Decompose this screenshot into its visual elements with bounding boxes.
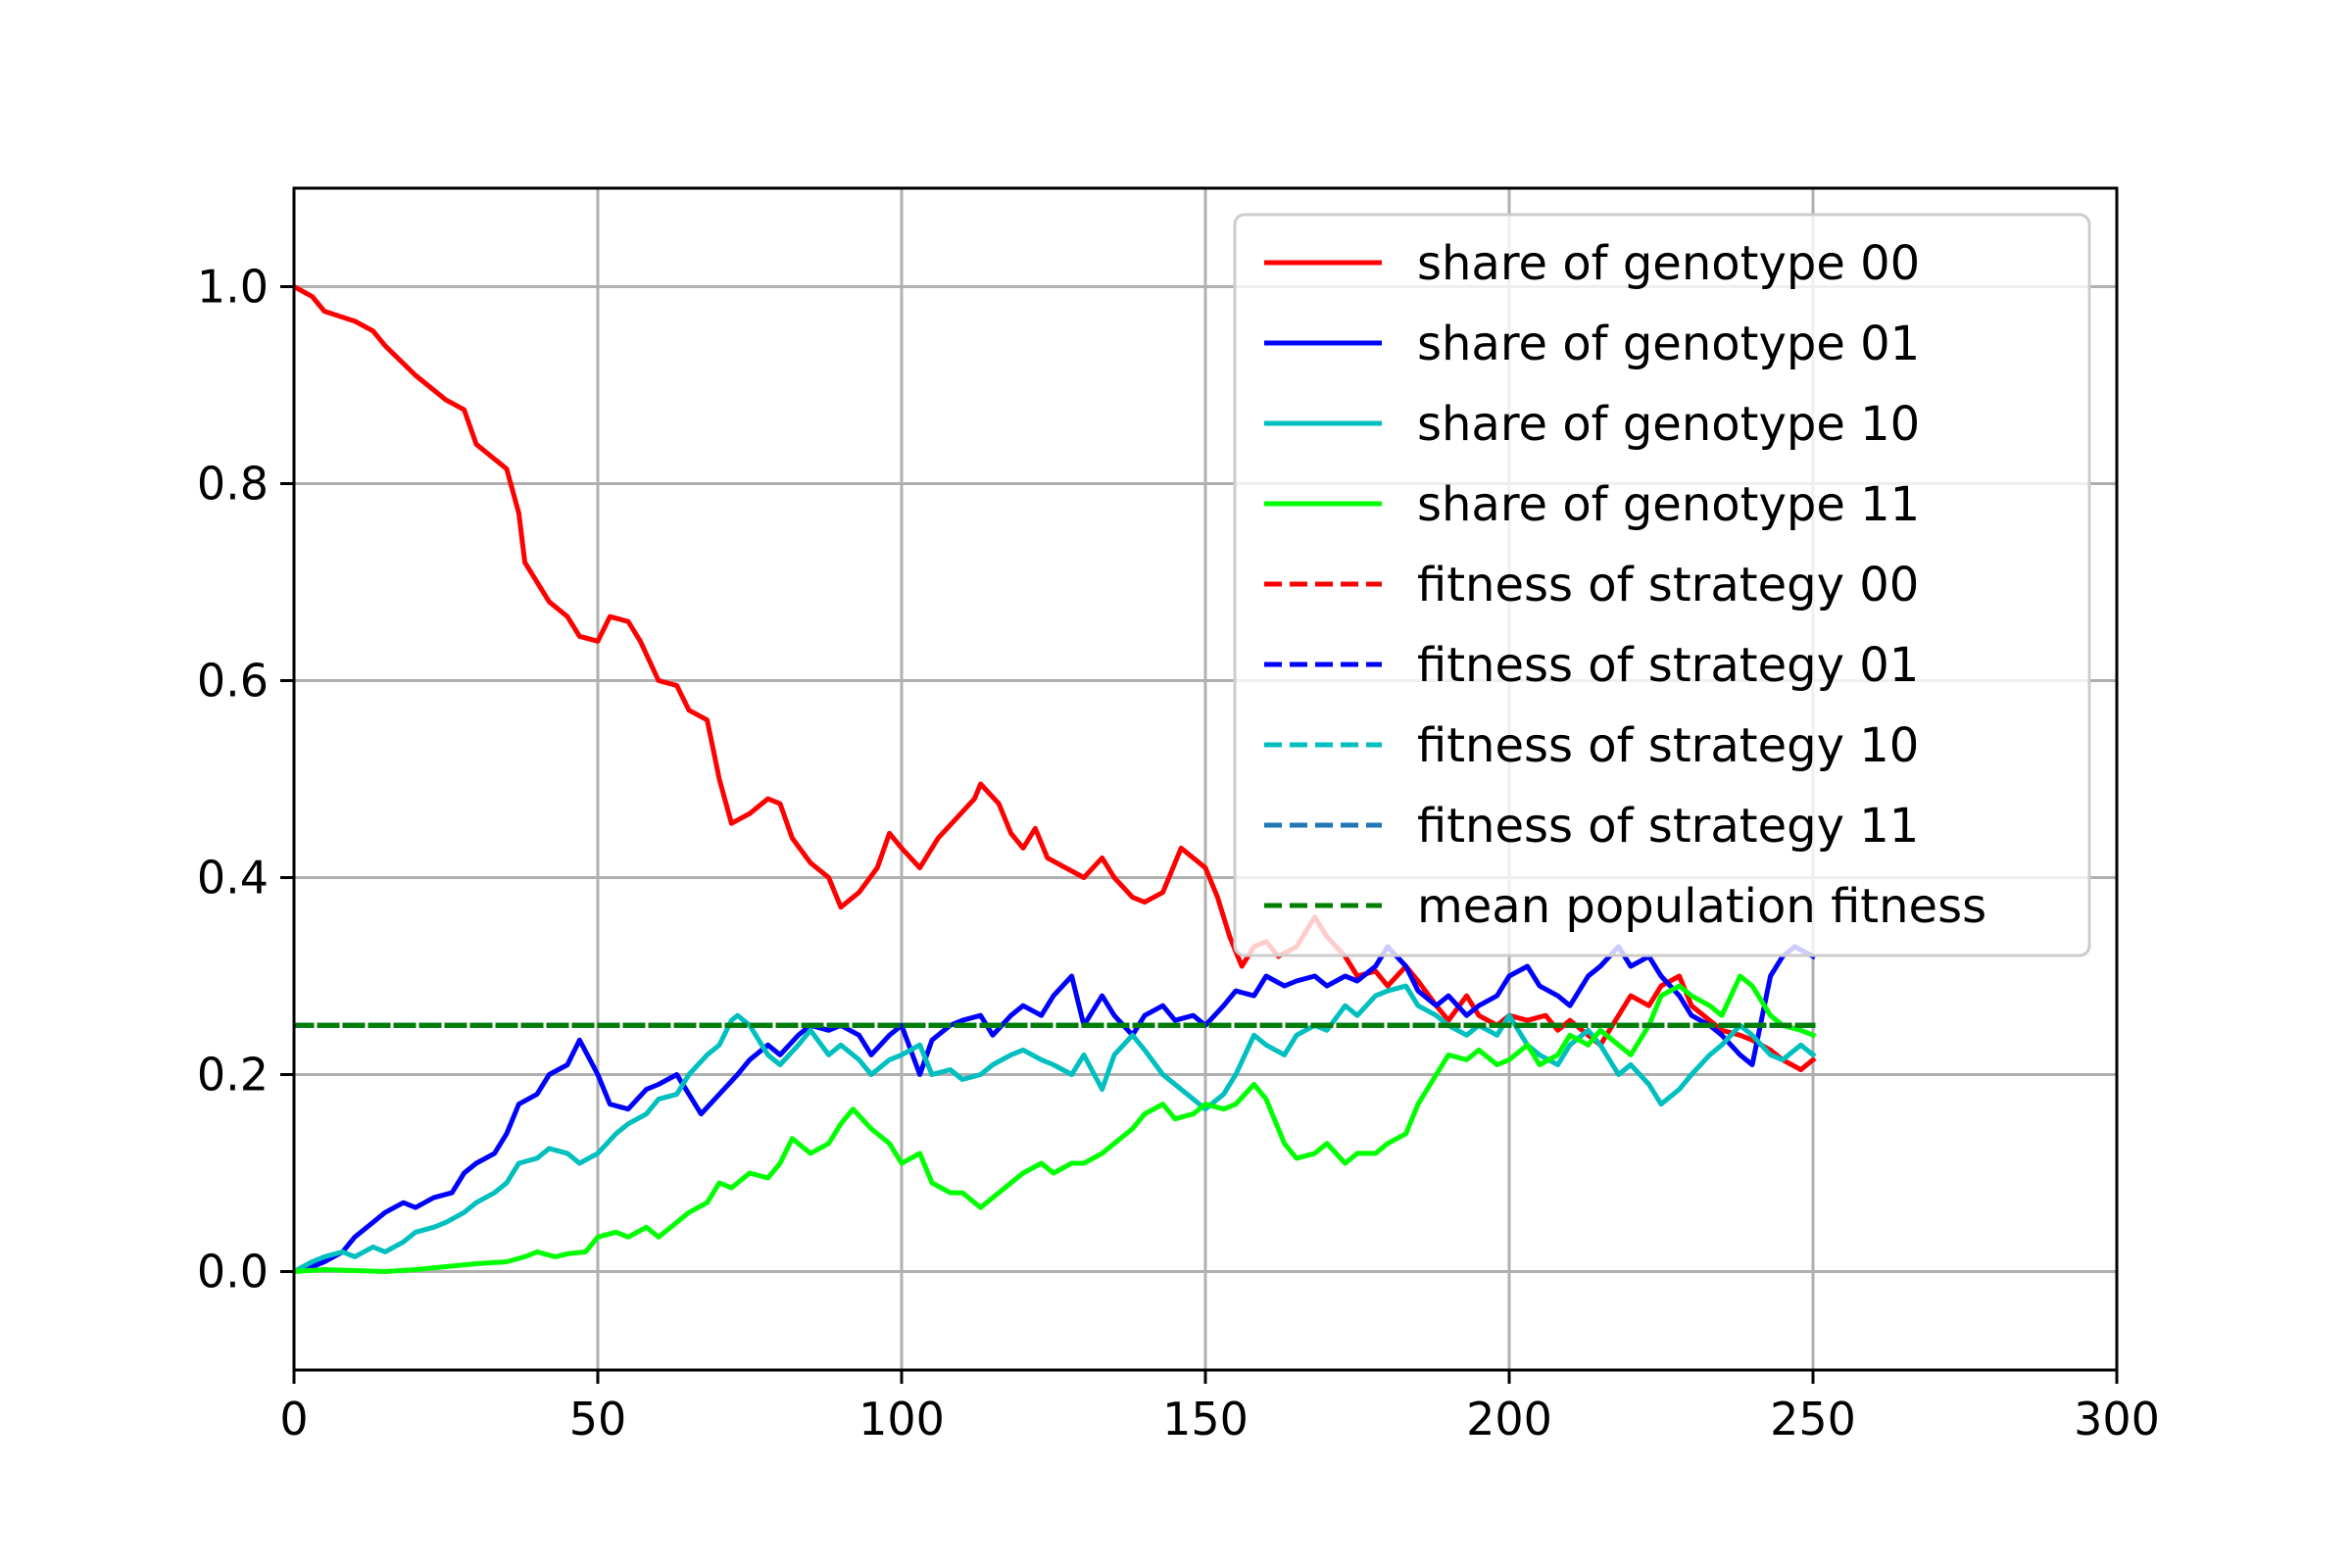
legend-label: fitness of strategy 00 xyxy=(1417,558,1919,612)
y-tick-label: 0.4 xyxy=(197,852,269,905)
legend-label: share of genotype 01 xyxy=(1417,317,1920,371)
y-tick-label: 0.8 xyxy=(197,458,269,511)
y-tick-label: 0.2 xyxy=(197,1049,269,1102)
x-tick-label: 150 xyxy=(1162,1393,1249,1446)
y-tick-label: 0.6 xyxy=(197,655,269,708)
legend-label: fitness of strategy 11 xyxy=(1417,799,1919,854)
y-tick-label: 0.0 xyxy=(197,1246,269,1298)
x-tick-label: 250 xyxy=(1770,1393,1856,1446)
legend-label: mean population fitness xyxy=(1417,879,1986,934)
legend-label: share of genotype 00 xyxy=(1417,236,1920,291)
legend-label: share of genotype 10 xyxy=(1417,397,1920,452)
x-tick-label: 300 xyxy=(2074,1393,2160,1446)
x-tick-label: 200 xyxy=(1466,1393,1552,1446)
legend-label: fitness of strategy 01 xyxy=(1417,638,1919,693)
x-tick-label: 0 xyxy=(279,1393,308,1446)
y-tick-label: 1.0 xyxy=(197,261,269,314)
legend: share of genotype 00 share of genotype 01… xyxy=(1235,215,2089,956)
x-tick-label: 100 xyxy=(858,1393,945,1446)
legend-label: fitness of strategy 10 xyxy=(1417,718,1919,773)
legend-label: share of genotype 11 xyxy=(1417,477,1920,532)
x-tick-label: 50 xyxy=(569,1393,627,1446)
